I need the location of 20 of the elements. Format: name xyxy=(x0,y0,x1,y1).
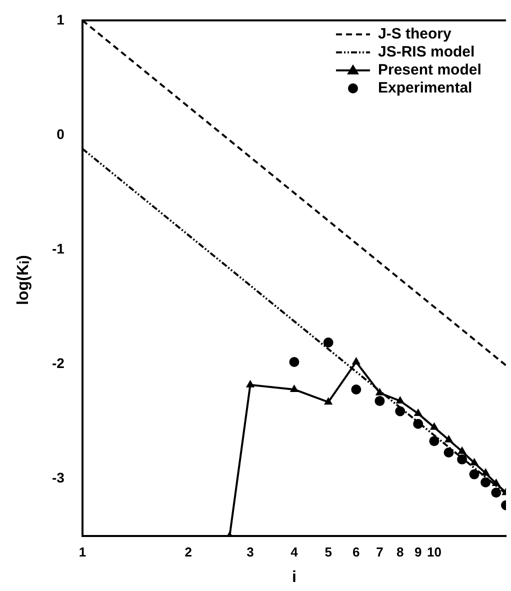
x-tick-label: 9 xyxy=(414,544,422,560)
x-tick-label: 4 xyxy=(290,544,299,560)
x-tick-label: 3 xyxy=(246,544,254,560)
legend-label: Present model xyxy=(378,62,482,79)
y-tick-label: 0 xyxy=(56,126,65,142)
x-axis-title: i xyxy=(292,568,296,586)
x-tick-label: 5 xyxy=(324,544,332,560)
x-tick-label: 8 xyxy=(396,544,404,560)
x-tick-label: 6 xyxy=(352,544,360,560)
y-tick-label: -2 xyxy=(52,355,65,372)
y-tick-label: -3 xyxy=(52,470,65,486)
x-tick-label: 10 xyxy=(426,544,442,560)
y-tick-label: 1 xyxy=(56,11,65,28)
legend-label: J-S theory xyxy=(378,26,452,43)
x-tick-label: 2 xyxy=(184,544,192,560)
legend-label: Experimental xyxy=(378,80,472,97)
legend-label: JS-RIS model xyxy=(378,44,475,61)
y-tick-label: -1 xyxy=(52,240,65,257)
x-tick-label: 7 xyxy=(376,544,384,560)
x-tick-label: 1 xyxy=(78,544,86,560)
